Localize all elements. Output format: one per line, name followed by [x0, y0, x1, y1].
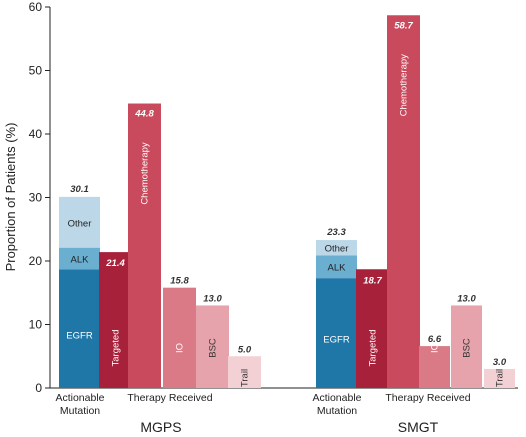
y-tick-label: 40: [29, 127, 43, 141]
segment-label-alk: ALK: [71, 254, 90, 265]
actionable-segment-alk: [59, 247, 100, 270]
segment-label-alk: ALK: [328, 263, 347, 274]
value-label-bsc: 13.0: [203, 293, 222, 304]
y-tick-label: 50: [29, 64, 43, 78]
category-label-actionable-line1: Actionable: [55, 392, 104, 404]
therapy-bar-io: [419, 346, 450, 388]
y-axis-label: Proportion of Patients (%): [3, 123, 18, 272]
bar-name-bsc: BSC: [208, 338, 219, 358]
therapy-bar-io: [163, 287, 196, 388]
bar-name-io: IO: [175, 343, 186, 353]
actionable-total-label: 30.1: [70, 184, 89, 195]
category-label-actionable-line1: Actionable: [312, 392, 361, 404]
category-label-actionable-line2: Mutation: [317, 405, 357, 417]
value-label-chemotherapy: 58.7: [394, 20, 413, 31]
therapy-bar-chemotherapy: [387, 15, 420, 388]
bar-name-trail: Trail: [495, 369, 506, 387]
group-label: SMGT: [398, 419, 439, 435]
value-label-targeted: 21.4: [105, 258, 125, 269]
actionable-segment-other: [316, 240, 357, 256]
value-label-io: 6.6: [428, 334, 442, 345]
therapy-bar-targeted: [99, 252, 132, 388]
bar-name-chemotherapy: Chemotherapy: [140, 142, 151, 205]
therapy-bar-bsc: [196, 305, 229, 388]
category-label-actionable-line2: Mutation: [60, 405, 100, 417]
group-label: MGPS: [140, 419, 181, 435]
segment-label-other: Other: [68, 218, 92, 229]
value-label-targeted: 18.7: [363, 275, 382, 286]
therapy-bar-targeted: [356, 269, 389, 388]
bar-name-targeted: Targeted: [368, 330, 379, 367]
bar-name-io: IO: [430, 343, 441, 353]
value-label-bsc: 13.0: [457, 293, 476, 304]
therapy-bar-trail: [228, 356, 261, 388]
bars: [59, 15, 515, 389]
segment-label-egfr: EGFR: [323, 335, 350, 346]
bar-name-bsc: BSC: [462, 338, 473, 358]
value-label-chemotherapy: 44.8: [134, 109, 154, 120]
actionable-segment-egfr: [59, 269, 100, 388]
therapy-bar-bsc: [451, 305, 482, 388]
therapy-bar-chemotherapy: [128, 103, 161, 389]
actionable-segment-egfr: [316, 278, 357, 388]
y-tick-label: 30: [29, 191, 43, 205]
y-tick-label: 20: [29, 254, 43, 268]
actionable-segment-alk: [316, 255, 357, 279]
y-tick-label: 0: [35, 381, 42, 395]
segment-label-egfr: EGFR: [66, 331, 93, 342]
therapy-bar-trail: [484, 368, 515, 388]
segment-label-other: Other: [325, 244, 349, 255]
category-label-therapy: Therapy Received: [385, 392, 470, 404]
category-label-therapy: Therapy Received: [127, 392, 212, 404]
y-tick-label: 60: [29, 0, 43, 14]
bar-name-trail: Trail: [240, 369, 251, 387]
bar-name-targeted: Targeted: [111, 330, 122, 367]
value-label-io: 15.8: [170, 276, 189, 287]
y-tick-label: 10: [29, 318, 43, 332]
labels: EGFR ALK Other 30.1 21.4 Targeted 44.8 Chemothe…: [55, 20, 506, 435]
value-label-trail: 5.0: [238, 344, 252, 355]
actionable-segment-other: [59, 196, 100, 248]
actionable-total-label: 23.3: [326, 227, 346, 238]
value-label-trail: 3.0: [493, 357, 507, 368]
bar-name-chemotherapy: Chemotherapy: [399, 54, 410, 117]
